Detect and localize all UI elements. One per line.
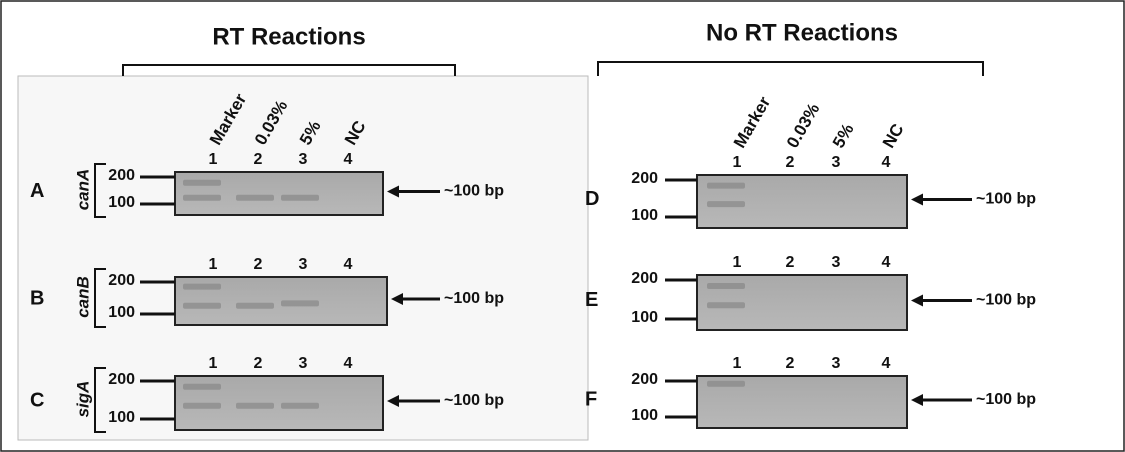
lane-number: 2 bbox=[786, 154, 795, 171]
marker-size: 100 bbox=[631, 207, 658, 224]
marker-size: 200 bbox=[631, 270, 658, 287]
lane-number: 4 bbox=[344, 256, 353, 273]
product-size: ~100 bp bbox=[444, 183, 504, 200]
gene-name: canB bbox=[73, 276, 92, 318]
gel-band bbox=[281, 194, 319, 201]
panel-letter: F bbox=[585, 388, 597, 410]
product-size: ~100 bp bbox=[976, 191, 1036, 208]
lane-number: 1 bbox=[733, 154, 742, 171]
product-size: ~100 bp bbox=[444, 392, 504, 409]
gel-band bbox=[183, 179, 221, 186]
lane-number: 1 bbox=[209, 151, 218, 168]
gel-band bbox=[236, 302, 274, 309]
product-size: ~100 bp bbox=[444, 290, 504, 307]
marker-size: 200 bbox=[108, 167, 135, 184]
lane-number: 3 bbox=[832, 355, 841, 372]
lane-number: 1 bbox=[209, 256, 218, 273]
panel-letter: E bbox=[585, 289, 598, 311]
arrow-head bbox=[911, 193, 923, 206]
lane-number: 2 bbox=[254, 151, 263, 168]
lane-number: 3 bbox=[299, 256, 308, 273]
lane-number: 3 bbox=[832, 254, 841, 271]
marker-size: 200 bbox=[108, 371, 135, 388]
arrow-head bbox=[387, 395, 399, 407]
no-rt-title: No RT Reactions bbox=[706, 19, 898, 46]
marker-size: 200 bbox=[631, 170, 658, 187]
marker-size: 100 bbox=[108, 304, 135, 321]
lane-number: 2 bbox=[254, 256, 263, 273]
panel-letter: C bbox=[30, 389, 44, 411]
panel-letter: A bbox=[30, 180, 44, 202]
lane-number: 1 bbox=[209, 355, 218, 372]
gel-band bbox=[707, 182, 745, 189]
lane-number: 2 bbox=[786, 254, 795, 271]
lane-number: 4 bbox=[882, 154, 891, 171]
gel-band bbox=[236, 402, 274, 409]
gel-band bbox=[281, 300, 319, 307]
arrow-head bbox=[391, 293, 403, 305]
lane-number: 3 bbox=[832, 154, 841, 171]
arrow-head bbox=[911, 294, 923, 307]
gel-band bbox=[707, 283, 745, 289]
lane-number: 3 bbox=[299, 355, 308, 372]
gene-bracket bbox=[94, 268, 106, 328]
no-rt-bracket bbox=[597, 61, 984, 76]
panel-letter: D bbox=[585, 188, 599, 210]
product-size: ~100 bp bbox=[976, 391, 1036, 408]
gene-name: sigA bbox=[73, 381, 92, 418]
rt-title: RT Reactions bbox=[212, 23, 365, 50]
lane-number: 2 bbox=[254, 355, 263, 372]
gel-band bbox=[183, 283, 221, 290]
gel-band bbox=[183, 402, 221, 409]
lane-number: 1 bbox=[733, 254, 742, 271]
gel-band bbox=[281, 402, 319, 409]
marker-size: 200 bbox=[108, 272, 135, 289]
gel-band bbox=[707, 201, 745, 208]
gel bbox=[174, 171, 384, 216]
arrow-head bbox=[387, 185, 399, 198]
marker-size: 100 bbox=[631, 309, 658, 326]
gel-band bbox=[183, 302, 221, 309]
gel-band bbox=[707, 302, 745, 309]
arrow-head bbox=[911, 394, 923, 406]
lane-number: 4 bbox=[344, 151, 353, 168]
lane-number: 4 bbox=[882, 254, 891, 271]
gene-name: canA bbox=[73, 169, 92, 211]
lane-number: 1 bbox=[733, 355, 742, 372]
marker-size: 100 bbox=[108, 409, 135, 426]
product-size: ~100 bp bbox=[976, 292, 1036, 309]
gene-bracket bbox=[94, 367, 106, 433]
gel-band bbox=[183, 194, 221, 201]
gene-bracket bbox=[94, 163, 106, 218]
panel-letter: B bbox=[30, 287, 44, 309]
rt-bracket bbox=[122, 64, 456, 76]
lane-number: 4 bbox=[344, 355, 353, 372]
gel-band bbox=[236, 194, 274, 201]
marker-size: 100 bbox=[631, 407, 658, 424]
marker-size: 200 bbox=[631, 371, 658, 388]
marker-size: 100 bbox=[108, 194, 135, 211]
lane-number: 4 bbox=[882, 355, 891, 372]
lane-number: 2 bbox=[786, 355, 795, 372]
lane-number: 3 bbox=[299, 151, 308, 168]
gel-band bbox=[183, 383, 221, 390]
gel-band bbox=[707, 380, 745, 387]
